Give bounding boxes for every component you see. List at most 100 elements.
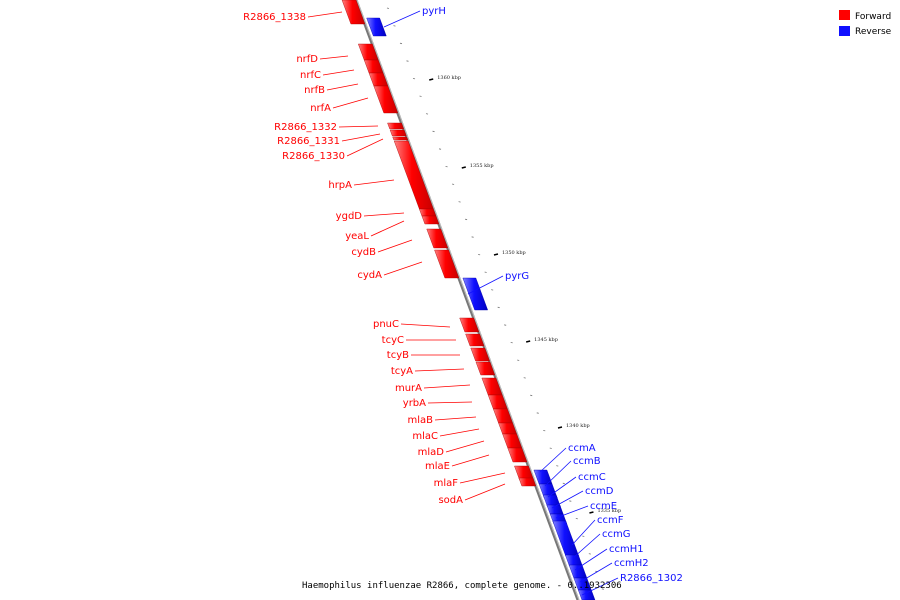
major-tick xyxy=(461,166,466,169)
minor-tick xyxy=(491,289,494,291)
gene-label-mlac: mlaC xyxy=(412,431,438,442)
gene-label-ccma: ccmA xyxy=(568,443,596,454)
gene-ccmh1 xyxy=(568,564,588,579)
gene-label-ccmc: ccmC xyxy=(578,472,606,483)
leader-ccmh2 xyxy=(579,562,613,583)
gene-label-mlaf: mlaF xyxy=(434,478,459,489)
gene-label-tcyb: tcyB xyxy=(387,350,409,361)
gene-label-r2866-1330: R2866_1330 xyxy=(282,151,345,162)
leader-mlad xyxy=(445,440,485,453)
gene-label-tcyc: tcyC xyxy=(382,335,404,346)
gene-hrpa xyxy=(393,140,434,210)
minor-tick xyxy=(478,254,481,256)
legend-forward-swatch xyxy=(839,10,850,20)
gene-nrfa xyxy=(373,85,399,114)
gene-label-nrfa: nrfA xyxy=(310,103,331,114)
minor-tick xyxy=(582,535,585,537)
leader-r2866-1332 xyxy=(338,125,379,128)
gene-cyda xyxy=(434,249,460,279)
leader-ygdd xyxy=(363,212,405,217)
gene-label-pyrg: pyrG xyxy=(505,271,529,282)
minor-tick xyxy=(386,7,390,9)
gene-label-ccmg: ccmG xyxy=(602,529,631,540)
gene-label-tcya: tcyA xyxy=(391,366,413,377)
minor-tick xyxy=(536,412,539,414)
major-tick xyxy=(525,340,531,343)
gene-label-nrfb: nrfB xyxy=(304,85,325,96)
leader-ccme xyxy=(555,505,589,519)
gene-label-r2866-1338: R2866_1338 xyxy=(243,12,306,23)
major-tick xyxy=(429,78,434,81)
minor-ticks xyxy=(386,7,604,590)
minor-tick xyxy=(523,377,526,379)
gene-label-cyda: cydA xyxy=(357,270,382,281)
minor-tick xyxy=(504,324,507,326)
leader-mlae xyxy=(451,454,490,467)
gene-cydb xyxy=(426,228,449,249)
label-leader-lines xyxy=(307,10,619,596)
gene-label-nrfd: nrfD xyxy=(296,54,318,65)
leader-r2866-1338 xyxy=(307,11,343,18)
minor-tick xyxy=(471,236,474,238)
minor-tick xyxy=(588,553,591,555)
leader-r2866-1331 xyxy=(341,133,381,142)
gene-label-r2866-1332: R2866_1332 xyxy=(274,122,337,133)
gene-pyrg xyxy=(462,277,488,311)
gene-tcya xyxy=(475,361,496,376)
gene-tcyc xyxy=(465,333,485,347)
minor-tick xyxy=(451,183,455,185)
gene-label-r2866-1331: R2866_1331 xyxy=(277,136,340,147)
gene-label-mlab: mlaB xyxy=(407,415,433,426)
tick-label: 1335 kbp xyxy=(597,508,621,514)
minor-tick xyxy=(569,500,572,502)
minor-tick xyxy=(562,482,565,485)
leader-cydb xyxy=(377,239,413,253)
gene-label-ccmb: ccmB xyxy=(573,456,601,467)
major-tick xyxy=(589,511,594,514)
gene-label-nrfc: nrfC xyxy=(300,70,321,81)
leader-mlaf xyxy=(459,472,506,484)
gene-features xyxy=(341,0,596,600)
legend-reverse-label: Reverse xyxy=(855,27,892,37)
gene-r2866-1338 xyxy=(341,0,366,25)
gene-r2866-1330 xyxy=(392,136,409,141)
minor-tick xyxy=(530,394,533,397)
gene-label-soda: sodA xyxy=(438,495,463,506)
minor-tick xyxy=(432,130,435,133)
gene-nrfd xyxy=(357,43,379,61)
gene-label-yrba: yrbA xyxy=(403,398,426,409)
legend-reverse-swatch xyxy=(839,26,850,36)
minor-tick xyxy=(484,271,487,273)
minor-tick xyxy=(438,148,442,150)
leader-yeal xyxy=(370,220,405,237)
gene-label-mura: murA xyxy=(395,383,422,394)
legend-forward-label: Forward xyxy=(855,12,891,22)
tick-label: 1355 kbp xyxy=(470,163,494,169)
gene-label-pyrh: pyrH xyxy=(422,6,446,17)
gene-label-ccmf: ccmF xyxy=(597,515,624,526)
gene-tcyb xyxy=(470,347,490,362)
leader-ccmf xyxy=(571,519,596,546)
minor-tick xyxy=(412,78,416,80)
leader-nrfa xyxy=(332,97,369,109)
minor-tick xyxy=(510,342,513,344)
leader-r2866-1302 xyxy=(581,577,619,596)
leader-r2866-1330 xyxy=(346,138,384,157)
gene-pnuc xyxy=(459,317,480,333)
gene-label-hrpa: hrpA xyxy=(328,180,352,191)
gene-label-ccme: ccmE xyxy=(590,501,617,512)
leader-pnuc xyxy=(400,323,451,328)
minor-tick xyxy=(445,166,448,168)
leader-ccma xyxy=(539,447,567,473)
gene-label-yeal: yeaL xyxy=(345,231,369,242)
minor-tick xyxy=(549,447,552,449)
minor-tick xyxy=(575,518,578,520)
gene-label-mlae: mlaE xyxy=(425,461,450,472)
leader-ccmd xyxy=(551,490,584,509)
gene-ccmg xyxy=(565,554,583,567)
gene-yeal xyxy=(421,215,440,225)
gene-mura xyxy=(481,377,503,396)
gene-mlae xyxy=(507,447,528,463)
minor-tick xyxy=(399,42,403,45)
